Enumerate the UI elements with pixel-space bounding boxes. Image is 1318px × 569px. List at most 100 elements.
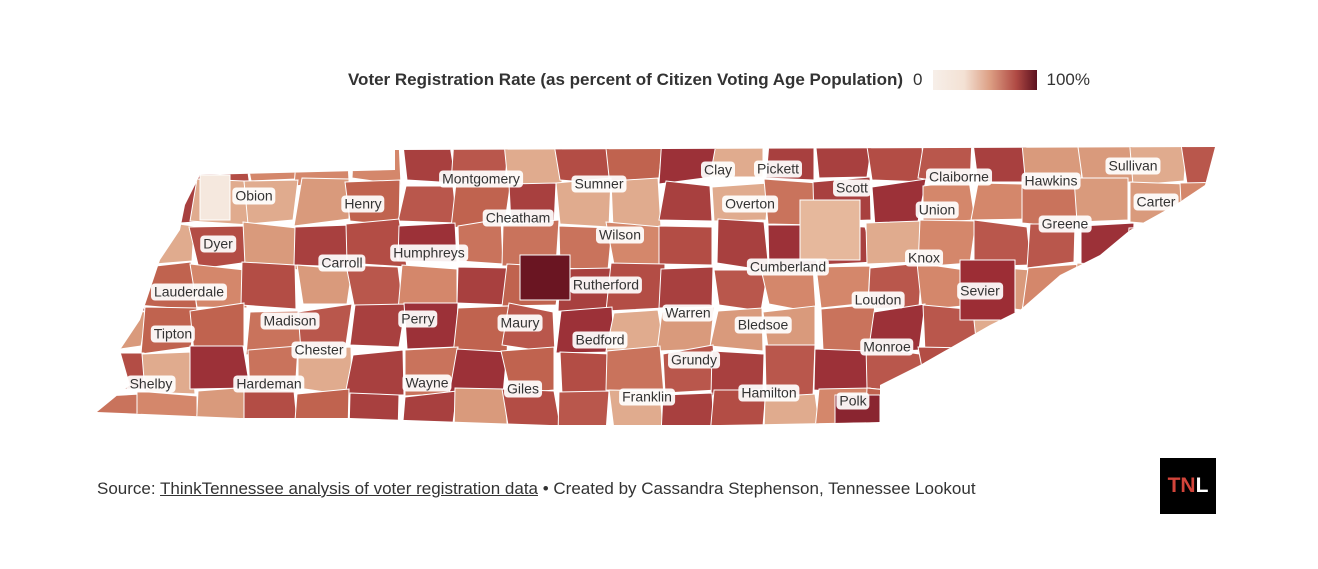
- county-label: Wilson: [595, 226, 645, 244]
- county-shape[interactable]: [975, 388, 1028, 437]
- county-shape[interactable]: [865, 135, 926, 183]
- county-shape[interactable]: [1179, 181, 1238, 224]
- legend-title: Voter Registration Rate (as percent of C…: [347, 70, 904, 89]
- county-label: Sevier: [957, 282, 1003, 300]
- county-label: Clay: [700, 161, 736, 179]
- county-shape[interactable]: [557, 390, 610, 435]
- county-label: Sumner: [571, 175, 627, 193]
- county-label: Claiborne: [926, 168, 992, 186]
- county-label: Rutherford: [569, 276, 643, 294]
- county-shape[interactable]: [1129, 347, 1185, 391]
- legend-min: 0: [913, 70, 923, 89]
- source-prefix: Source:: [97, 479, 161, 498]
- county-shape[interactable]: [349, 303, 407, 348]
- county-shape[interactable]: [243, 387, 299, 432]
- county-shape[interactable]: [799, 199, 861, 261]
- county-shape[interactable]: [242, 139, 300, 182]
- county-label: Lauderdale: [150, 283, 228, 301]
- county-shape[interactable]: [658, 225, 713, 266]
- county-shape[interactable]: [1125, 225, 1188, 268]
- county-shape[interactable]: [401, 390, 458, 439]
- county-shape[interactable]: [1074, 350, 1127, 393]
- county-shape[interactable]: [970, 182, 1029, 221]
- county-label: Hawkins: [1021, 172, 1081, 190]
- logo-tn: TN: [1167, 474, 1196, 497]
- county-label: Maury: [497, 314, 543, 332]
- county-shape[interactable]: [559, 351, 612, 395]
- county-shape[interactable]: [1126, 261, 1183, 313]
- county-label: Carter: [1133, 193, 1179, 211]
- county-shape[interactable]: [86, 137, 142, 187]
- county-shape[interactable]: [519, 254, 571, 301]
- county-shape[interactable]: [199, 174, 231, 221]
- legend-max: 100%: [1046, 70, 1090, 89]
- county-label: Greene: [1038, 215, 1092, 233]
- county-label: Obion: [232, 187, 276, 205]
- county-label: Shelby: [126, 375, 176, 393]
- county-shape[interactable]: [1127, 386, 1184, 432]
- county-shape[interactable]: [293, 388, 350, 434]
- county-shape[interactable]: [92, 178, 141, 225]
- county-shape[interactable]: [90, 261, 146, 312]
- county-shape[interactable]: [975, 344, 1027, 395]
- county-shape[interactable]: [1073, 177, 1129, 223]
- county-label: Bledsoe: [734, 316, 792, 334]
- county-shape[interactable]: [1177, 386, 1236, 439]
- county-shape[interactable]: [293, 177, 350, 227]
- county-shape[interactable]: [1183, 347, 1233, 396]
- county-shape[interactable]: [1185, 221, 1232, 269]
- county-label: Warren: [662, 304, 714, 322]
- county-shape[interactable]: [93, 225, 140, 267]
- source-footer: Source: ThinkTennessee analysis of voter…: [97, 479, 976, 499]
- county-label: Dyer: [200, 235, 236, 253]
- county-shape[interactable]: [397, 185, 458, 224]
- logo-l: L: [1195, 474, 1209, 497]
- county-label: Tipton: [150, 325, 196, 343]
- county-shape[interactable]: [86, 307, 148, 355]
- county-shape[interactable]: [138, 138, 198, 185]
- county-shape[interactable]: [1072, 262, 1135, 314]
- county-shape[interactable]: [1179, 260, 1235, 311]
- county-shape[interactable]: [658, 266, 714, 309]
- county-label: Giles: [504, 380, 542, 398]
- county-shape[interactable]: [140, 178, 197, 226]
- county-label: Hamilton: [738, 384, 800, 402]
- source-link[interactable]: ThinkTennessee analysis of voter registr…: [160, 479, 538, 498]
- tnl-logo: TN L: [1160, 458, 1216, 514]
- county-shape[interactable]: [713, 269, 769, 312]
- county-label: Union: [915, 201, 959, 219]
- county-shape[interactable]: [1074, 308, 1133, 354]
- county-shape[interactable]: [1025, 391, 1078, 429]
- county-label: Montgomery: [439, 170, 523, 188]
- county-shape[interactable]: [813, 348, 872, 395]
- county-shape[interactable]: [348, 392, 400, 433]
- county-shape[interactable]: [139, 218, 195, 266]
- county-shape[interactable]: [1075, 387, 1128, 435]
- county-shape[interactable]: [1021, 263, 1083, 313]
- county-label: Bedford: [572, 331, 628, 349]
- county-label: Chester: [291, 341, 347, 359]
- county-shape[interactable]: [1024, 303, 1083, 348]
- county-shape[interactable]: [1180, 136, 1236, 185]
- county-shape[interactable]: [814, 136, 874, 179]
- county-shape[interactable]: [658, 180, 713, 222]
- county-shape[interactable]: [136, 390, 198, 439]
- county-label: Polk: [836, 392, 870, 410]
- county-label: Cheatham: [482, 209, 554, 227]
- county-label: Henry: [341, 195, 385, 213]
- county-shape[interactable]: [1178, 304, 1238, 351]
- county-label: Perry: [398, 310, 438, 328]
- county-shape[interactable]: [1028, 352, 1076, 390]
- county-shape[interactable]: [351, 140, 402, 186]
- county-shape[interactable]: [917, 386, 975, 436]
- county-shape[interactable]: [86, 393, 142, 433]
- county-label: Grundy: [668, 351, 720, 369]
- county-shape[interactable]: [917, 346, 979, 398]
- county-shape[interactable]: [453, 387, 509, 435]
- county-shape[interactable]: [195, 386, 251, 434]
- county-label: Knox: [905, 249, 943, 267]
- county-shape[interactable]: [240, 261, 297, 310]
- county-shape[interactable]: [344, 349, 405, 396]
- county-label: Madison: [260, 312, 320, 330]
- county-shape[interactable]: [1124, 305, 1188, 349]
